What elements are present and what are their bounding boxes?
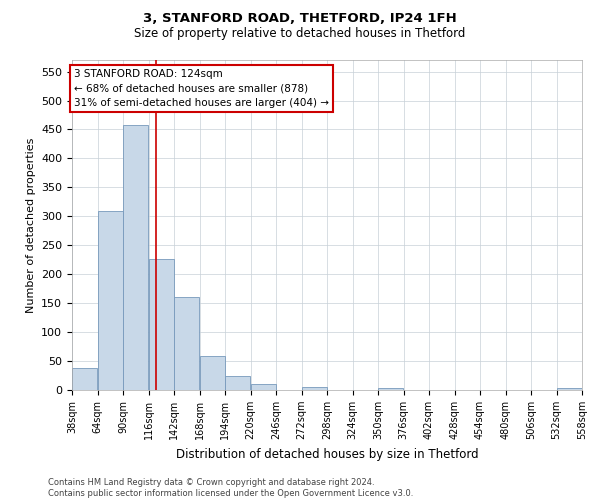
Bar [225,376,250,390]
Bar [251,384,276,390]
Bar [149,259,174,390]
Bar [302,387,327,390]
X-axis label: Distribution of detached houses by size in Thetford: Distribution of detached houses by size … [176,448,478,460]
Text: 3 STANFORD ROAD: 124sqm
← 68% of detached houses are smaller (878)
31% of semi-d: 3 STANFORD ROAD: 124sqm ← 68% of detache… [74,68,329,108]
Bar [123,126,148,390]
Text: 3, STANFORD ROAD, THETFORD, IP24 1FH: 3, STANFORD ROAD, THETFORD, IP24 1FH [143,12,457,26]
Bar [98,210,123,390]
Y-axis label: Number of detached properties: Number of detached properties [26,138,35,312]
Bar [557,388,582,390]
Bar [174,298,199,390]
Bar [378,388,403,390]
Text: Size of property relative to detached houses in Thetford: Size of property relative to detached ho… [134,28,466,40]
Text: Contains HM Land Registry data © Crown copyright and database right 2024.
Contai: Contains HM Land Registry data © Crown c… [48,478,413,498]
Bar [200,356,225,390]
Bar [72,368,97,390]
